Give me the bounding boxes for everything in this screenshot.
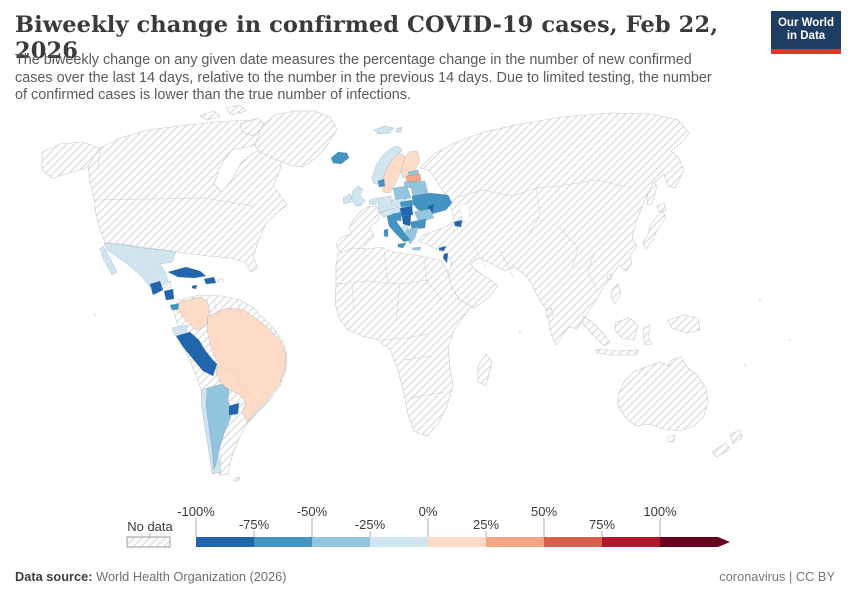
legend-bin-8[interactable] [660,537,718,547]
legend-tick-label--25: -25% [355,517,386,532]
island-speck [94,314,96,316]
country-argentina[interactable] [205,383,234,471]
legend-tick-label-0: 0% [419,504,438,519]
region-madagascar[interactable] [477,353,493,387]
country-denmark[interactable] [377,178,386,188]
country-slovakia[interactable] [399,199,414,208]
country-italy[interactable] [383,213,411,249]
region-falkland-islands[interactable] [233,476,241,482]
country-cyprus[interactable] [438,245,447,252]
country-latvia[interactable] [405,173,422,183]
legend-tick-label--75: -75% [239,517,270,532]
legend-tick-label--50: -50% [297,504,328,519]
legend-no-data-swatch[interactable] [126,536,171,548]
country-ireland[interactable] [342,193,352,205]
legend-bin-6[interactable] [544,537,602,547]
island-speck [744,364,746,366]
footer-datasource-value: World Health Organization (2026) [96,569,287,584]
region-puerto-rico[interactable] [217,278,224,283]
region-indonesia[interactable] [582,315,653,356]
ocean-island-specks [94,299,791,366]
region-arctic-islands[interactable] [199,104,267,137]
country-colombia[interactable] [177,296,211,331]
country-israel[interactable] [442,252,449,264]
country-cuba[interactable] [167,266,207,279]
country-nicaragua[interactable] [163,288,175,301]
region-france-iberia[interactable] [335,205,382,254]
region-tasmania[interactable] [667,434,676,443]
country-bulgaria[interactable] [409,218,427,230]
island-speck [789,339,791,341]
legend-tick-label-25: 25% [473,517,499,532]
subtitle: The biweekly change on any given date me… [15,52,760,105]
country-serbia[interactable] [401,214,412,227]
world-map [41,104,791,482]
region-japan[interactable] [642,202,667,250]
legend-tick-label-100: 100% [643,504,677,519]
region-australia[interactable] [617,356,709,432]
owid-logo-line-1: Our World [777,17,834,29]
country-svalbard[interactable] [373,125,403,135]
legend-bin-1[interactable] [254,537,312,547]
region-new-zealand[interactable] [711,429,743,458]
owid-logo-line-2: in Data [786,30,826,42]
subtitle-line-3: of confirmed cases is lower than the tru… [15,87,411,104]
country-peru[interactable] [175,331,218,377]
country-iceland[interactable] [330,151,350,165]
interior-border-lines [95,147,633,399]
country-armenia[interactable] [453,219,463,228]
footer-datasource: Data source: World Health Organization (… [15,569,287,584]
region-sakhalin[interactable] [646,181,658,206]
caspian-sea-shape [458,202,471,223]
region-philippines-taiwan[interactable] [606,272,622,305]
map-legend: No data -100% -75% -50% -25% 0% 25% 50% … [126,504,730,548]
footer-datasource-label: Data source: [15,569,93,584]
region-sri-lanka[interactable] [545,307,554,318]
country-jamaica[interactable] [191,284,198,290]
island-speck [759,299,761,301]
country-brazil[interactable] [206,307,287,423]
island-speck [519,331,521,333]
country-finland[interactable] [400,150,421,179]
region-asia[interactable] [417,112,690,346]
legend-no-data-label: No data [127,519,173,534]
legend-bin-3[interactable] [370,537,428,547]
page-title: Biweekly change in confirmed COVID-19 ca… [15,12,719,64]
legend-arrow [718,537,730,547]
interior-borders [95,147,633,399]
legend-bin-0[interactable] [196,537,254,547]
footer-license-note[interactable]: coronavirus | CC BY [719,569,835,584]
legend-bin-7[interactable] [602,537,660,547]
region-greenland[interactable] [254,110,338,168]
country-mexico[interactable] [99,242,177,289]
legend-bin-5[interactable] [486,537,544,547]
country-belarus[interactable] [409,180,429,197]
country-united-kingdom[interactable] [350,185,366,207]
country-guatemala[interactable] [149,280,164,296]
country-poland[interactable] [392,185,412,202]
legend-tick-label-75: 75% [589,517,615,532]
country-romania[interactable] [413,208,435,223]
country-uruguay[interactable] [228,402,240,416]
caspian-sea [458,202,471,223]
legend-tick-label-50: 50% [531,504,557,519]
legend-bin-4[interactable] [428,537,486,547]
legend-tick-label--100: -100% [177,504,215,519]
country-netherlands-belgium[interactable] [368,197,378,206]
legend-bin-2[interactable] [312,537,370,547]
country-dominican-republic[interactable] [203,276,217,285]
owid-logo[interactable]: Our World in Data [771,11,841,54]
region-new-guinea[interactable] [667,314,701,334]
subtitle-line-1: The biweekly change on any given date me… [15,52,692,68]
colored-countries [99,125,463,475]
subtitle-line-2: cases over the last 14 days, relative to… [15,69,712,86]
country-ukraine[interactable] [411,192,453,215]
